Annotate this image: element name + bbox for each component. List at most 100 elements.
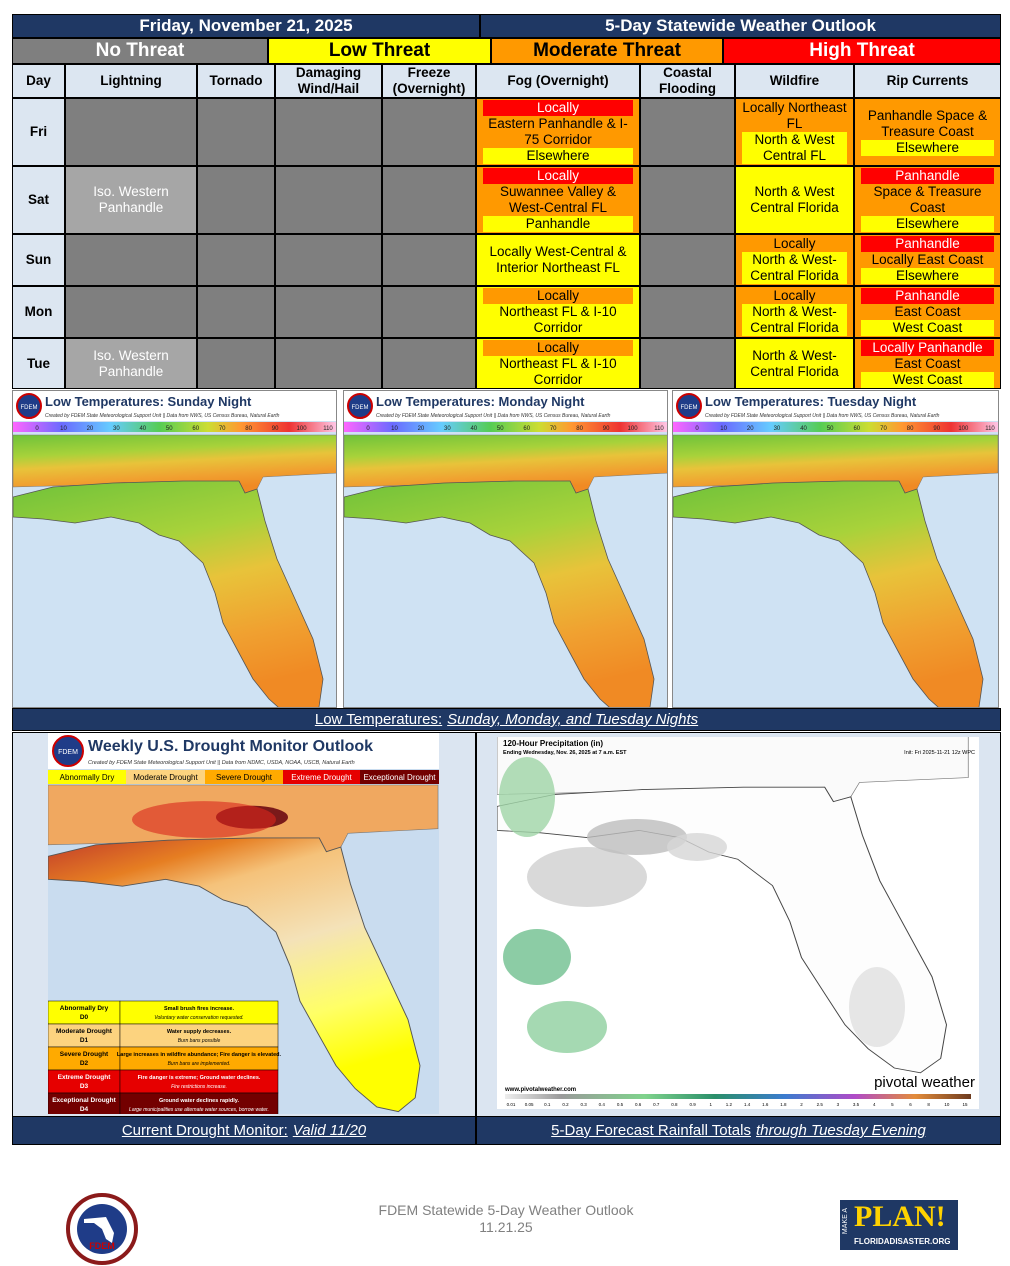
cell-line: West Coast — [861, 320, 994, 336]
legend-swatch — [360, 770, 439, 784]
rain-scale-label: 1.8 — [780, 1102, 787, 1107]
column-header: Damaging Wind/Hail — [275, 64, 382, 98]
footer-text: FDEM Statewide 5-Day Weather Outlook 11.… — [300, 1202, 712, 1236]
threat-level: Moderate Threat — [491, 38, 723, 64]
day-cell: Sun — [12, 234, 65, 286]
cell-line: Elsewhere — [861, 140, 994, 156]
cell-line: Panhandle — [861, 168, 994, 184]
rain-scale-label: 3.5 — [853, 1102, 860, 1107]
drought-map: FDEM Weekly U.S. Drought Monitor Outlook C… — [48, 733, 439, 1114]
color-scale — [344, 422, 667, 432]
drought-credit: Created by FDEM State Meteorological Sup… — [88, 760, 355, 766]
category-code: D1 — [80, 1037, 89, 1044]
cell-line: East Coast — [861, 304, 994, 320]
threat-cell — [640, 234, 735, 286]
threat-cell: Iso. Western Panhandle — [65, 338, 197, 389]
scale-label: 0 — [35, 426, 39, 432]
caption-italic: Sunday, Monday, and Tuesday Nights — [447, 711, 699, 728]
rain-scale-label: 0.2 — [562, 1102, 569, 1107]
cell-line: North & West Central Florida — [742, 184, 847, 216]
threat-cell — [640, 338, 735, 389]
threat-cell — [275, 338, 382, 389]
category-impact: Large increases in wildfire abundance; F… — [117, 1052, 282, 1058]
threat-cell: Panhandle East Coast West Coast — [854, 286, 1001, 338]
rain-scale — [505, 1094, 971, 1099]
threat-cell: Iso. Western Panhandle — [65, 166, 197, 234]
rain-caption-band: 5-Day Forecast Rainfall Totals through Tu… — [476, 1116, 1001, 1145]
rain-scale-label: 1.4 — [744, 1102, 751, 1107]
rain-scale-label: 0.6 — [635, 1102, 642, 1107]
map-header — [13, 391, 336, 421]
scale-label: 80 — [245, 426, 252, 432]
threat-cell — [197, 98, 275, 166]
threat-cell — [197, 166, 275, 234]
caption-italic: Valid 11/20 — [292, 1122, 367, 1139]
badge-text: FDEM — [58, 749, 78, 756]
category-code: D0 — [80, 1014, 89, 1021]
scale-label: 60 — [853, 426, 860, 432]
rain-scale-label: 0.4 — [599, 1102, 606, 1107]
column-header: Fog (Overnight) — [476, 64, 640, 98]
cell-line: West Coast — [861, 371, 994, 388]
scale-label: 50 — [166, 426, 173, 432]
rain-area — [503, 929, 571, 985]
scale-label: 60 — [192, 426, 199, 432]
category-name: Extreme Drought — [58, 1074, 112, 1081]
column-header: Freeze (Overnight) — [382, 64, 476, 98]
category-impact: Water supply decreases. — [167, 1029, 232, 1035]
map-title: Low Temperatures: Monday Night — [376, 394, 585, 409]
category-code: D4 — [80, 1106, 89, 1113]
category-name: Moderate Drought — [56, 1028, 113, 1035]
temp-map: FDEM Low Temperatures: Sunday Night Create… — [12, 390, 337, 708]
legend-label: Moderate Drought — [133, 773, 198, 782]
column-header: Rip Currents — [854, 64, 1001, 98]
cell-line: Locally East Coast — [861, 252, 994, 268]
scale-label: 110 — [985, 426, 995, 432]
threat-cell — [65, 98, 197, 166]
badge — [347, 393, 373, 419]
badge — [676, 393, 702, 419]
rain-area — [667, 833, 727, 861]
threat-level: High Threat — [723, 38, 1001, 64]
cell-line: Locally — [483, 100, 633, 116]
scale-label: 30 — [774, 426, 781, 432]
scale-label: 10 — [720, 426, 727, 432]
rain-scale-label: 0.7 — [653, 1102, 660, 1107]
category-impact: Fire danger is extreme; Ground water dec… — [138, 1075, 261, 1081]
rain-scale-label: 5 — [891, 1102, 894, 1107]
scale-label: 50 — [497, 426, 504, 432]
rain-scale-label: 1.2 — [726, 1102, 733, 1107]
map-header — [673, 391, 998, 421]
legend-swatch — [205, 770, 283, 784]
rain-init: Init: Fri 2025-11-21 12z WPC — [904, 750, 975, 756]
legend-swatch — [48, 770, 126, 784]
column-header: Tornado — [197, 64, 275, 98]
threat-cell — [197, 286, 275, 338]
rain-area — [527, 847, 647, 907]
scale-label: 50 — [827, 426, 834, 432]
category-code: D2 — [80, 1060, 89, 1067]
map-title: Low Temperatures: Sunday Night — [45, 394, 252, 409]
day-cell: Mon — [12, 286, 65, 338]
cell-line: Panhandle — [861, 288, 994, 304]
cell-line: Locally West-Central & Interior Northeas… — [483, 244, 633, 276]
threat-level: Low Threat — [268, 38, 491, 64]
scale-label: 20 — [87, 426, 94, 432]
rain-scale-label: 15 — [962, 1102, 968, 1107]
florida — [673, 480, 984, 707]
scale-label: 110 — [654, 426, 664, 432]
plan-logo: MAKE A PLAN! FLORIDADISASTER.ORG — [840, 1200, 958, 1250]
drought-caption-band: Current Drought Monitor: Valid 11/20 — [12, 1116, 476, 1145]
caption-text: Current Drought Monitor: — [121, 1122, 288, 1139]
threat-cell — [382, 98, 476, 166]
category-note: Burn bans are implemented. — [168, 1061, 231, 1067]
threat-cell: Locally Eastern Panhandle & I-75 Corridor… — [476, 98, 640, 166]
cell-line: Locally Panhandle — [861, 339, 994, 356]
legend-swatch — [283, 770, 360, 784]
threat-cell — [382, 286, 476, 338]
threat-cell: Locally North & West-Central Florida — [735, 286, 854, 338]
column-header: Coastal Flooding — [640, 64, 735, 98]
scale-label: 40 — [470, 426, 477, 432]
cell-line: Panhandle Space & Treasure Coast — [861, 108, 994, 140]
